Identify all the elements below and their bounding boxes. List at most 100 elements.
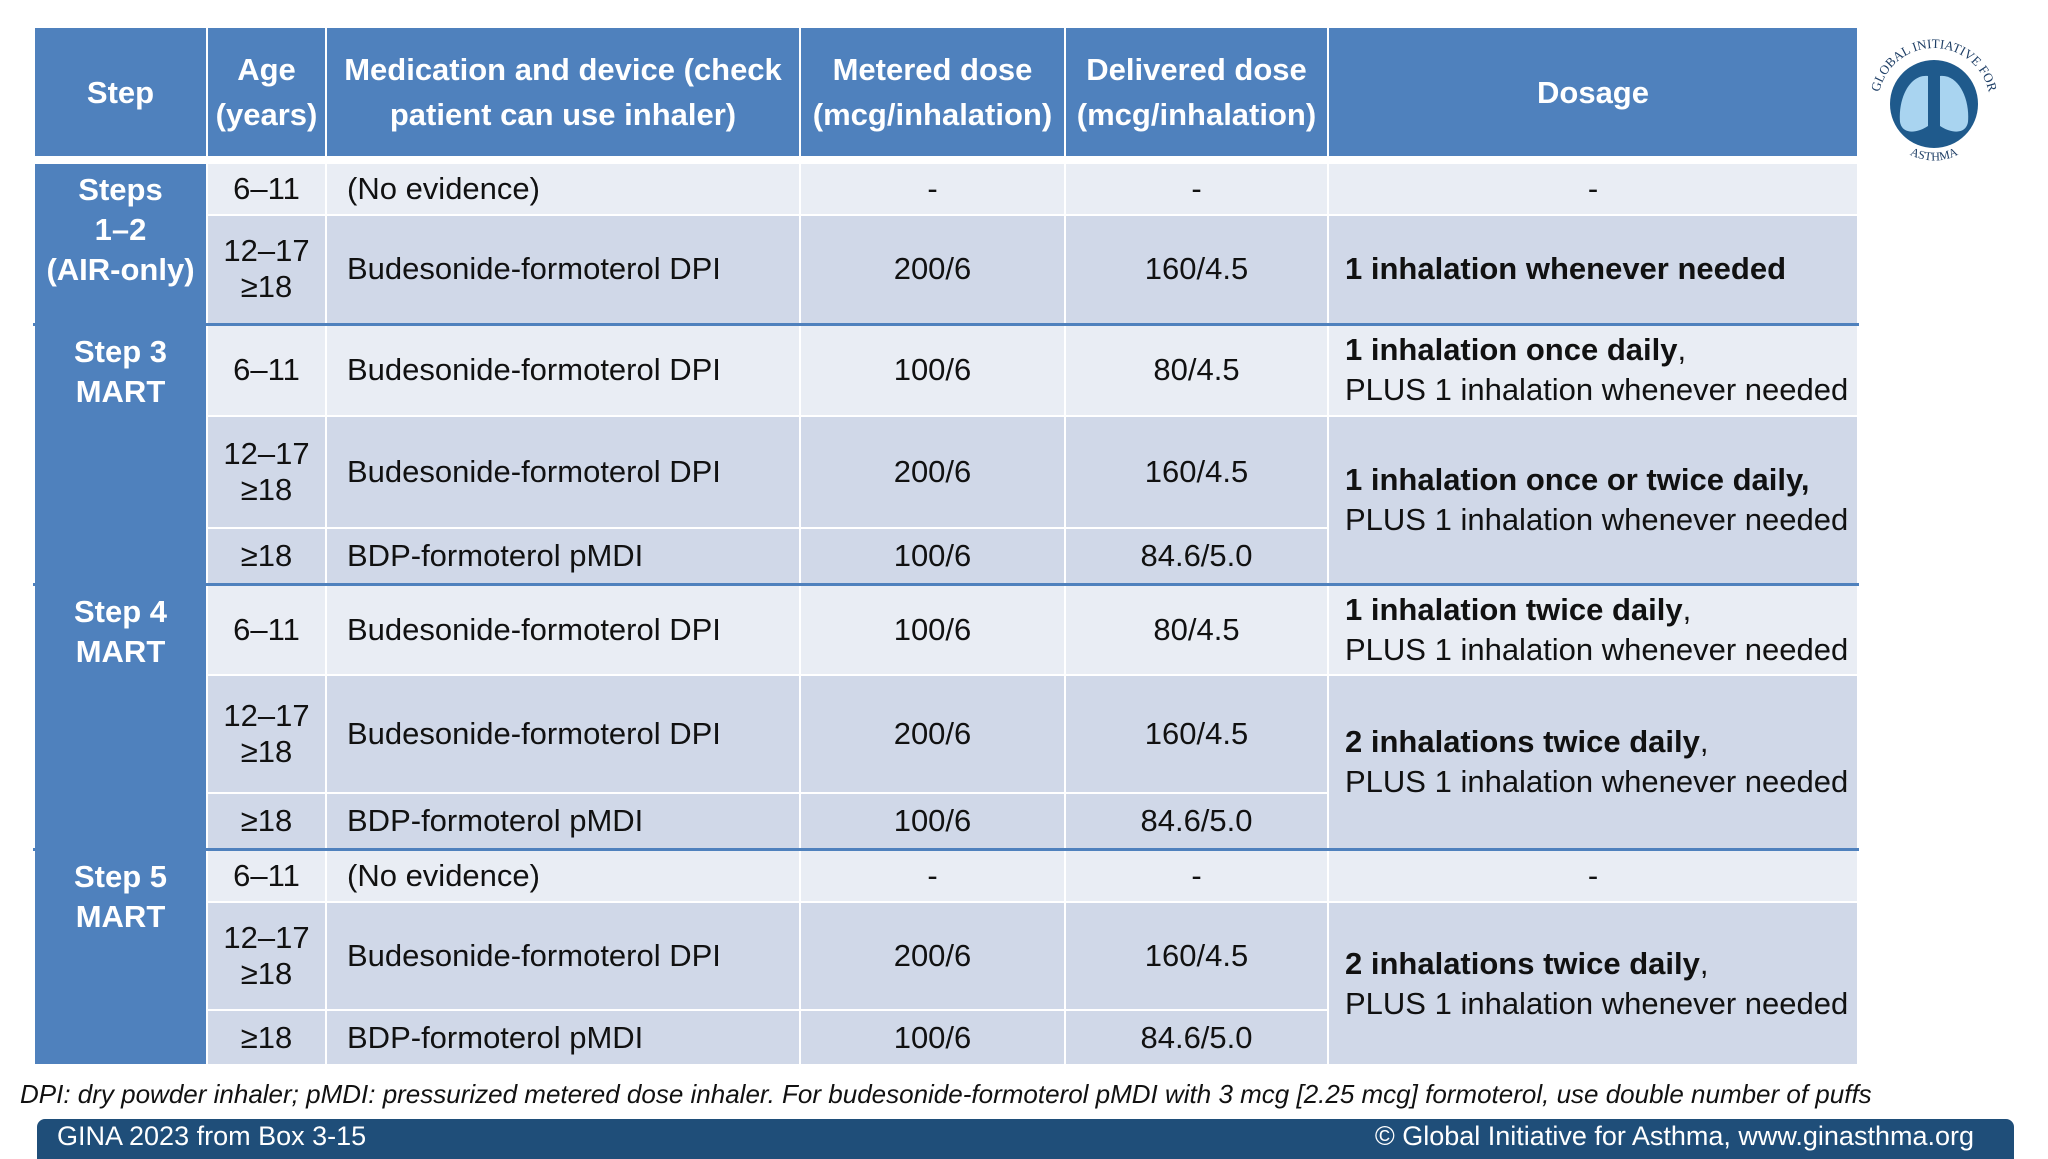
age-box: 6–11 [208,858,325,894]
header-cell: Metered dose (mcg/inhalation) [799,26,1066,164]
age-cell: ≥18 [206,1009,327,1066]
age-box: 6–11 [208,352,325,388]
header-cell: Step [33,26,208,164]
age-cell: 12–17 ≥18 [206,214,327,325]
table-row: ≥18 BDP-formoterol pMDI 100/6 84.6/5.0 [34,527,1858,585]
metered-dose-cell: 200/6 [799,674,1066,794]
delivered-dose-cell: - [1064,158,1329,216]
age-label: 12–17 [223,436,310,471]
age-cell: 12–17 ≥18 [206,901,327,1011]
step-label: 1–2 [94,212,147,247]
step-label: Steps [78,172,163,207]
delivered-dose-cell: 84.6/5.0 [1064,527,1329,585]
dosage-cell: 2 inhalations twice daily, PLUS 1 inhalat… [1327,901,1859,1066]
dosage-bold: 1 inhalation once or twice daily, [1345,461,1810,497]
dosage-bold: 2 inhalations twice daily [1345,723,1700,759]
delivered-dose-cell: 84.6/5.0 [1064,792,1329,850]
step-cell: Step 4 MART [33,582,208,850]
dosage-plus: PLUS 1 inhalation whenever needed [1345,631,1849,667]
step-label: (AIR-only) [46,252,195,287]
logo: GLOBAL INITIATIVE FOR ASTHMA [1868,36,2001,164]
table-row: 12–17 ≥18 Budesonide-formoterol DPI 200/6 16… [34,674,1859,850]
header-row: Step Age (years) Medication and device (… [33,26,1859,164]
delivered-dose-cell: 84.6/5.0 [1064,1009,1329,1066]
table-row: Step 4 MART 6–11 Budesonide-formoterol DPI 1… [33,582,1859,850]
dosage-cell: - [1327,158,1859,216]
age-label: 6–11 [233,611,300,647]
footer: GINA 2023 from Box 3-15 © Global Initiat… [37,1119,2014,1159]
dosage-bold: 2 inhalations twice daily [1345,945,1700,981]
dosage-plus: PLUS 1 inhalation whenever needed [1345,985,1849,1021]
table-row: ≥18 BDP-formoterol pMDI 100/6 84.6/5.0 [34,1009,1858,1066]
delivered-dose-cell: 160/4.5 [1064,214,1329,325]
age-label: ≥18 [240,956,293,991]
metered-dose-cell: - [799,847,1066,903]
age-cell: ≥18 [206,527,327,585]
dosage-bold: 1 inhalation whenever needed [1345,251,1787,287]
delivered-dose-cell: 160/4.5 [1064,415,1329,529]
footer-copyright: © Global Initiative for Asthma, www.gina… [1374,1121,1974,1151]
dosage-bold: 1 inhalation twice daily [1345,591,1683,627]
age-cell: 6–11 [206,582,327,676]
step-label: Step 3 [73,333,168,369]
logo-text: ASTHMA [1908,144,1960,163]
table-row: Steps 1–2 (AIR-only) 6–11 (No evidence) - - - [33,158,1859,325]
age-label: ≥18 [240,472,293,507]
dosage-separator: , [1677,332,1687,368]
medication-cell: Budesonide-formoterol DPI [325,415,801,529]
age-cell: 12–17 ≥18 [206,674,327,794]
age-box: ≥18 [208,803,325,839]
header-cell: Age (years) [206,26,327,164]
dosage-plus: PLUS 1 inhalation whenever needed [1345,372,1849,408]
dosage-cell: - [1327,847,1859,903]
age-box: 6–11 [208,171,325,207]
footnote: DPI: dry powder inhaler; pMDI: pressuriz… [20,1079,1872,1109]
step-cell: Step 5 MART [33,847,208,1066]
step-label: MART [75,373,166,409]
dosage-cell: 1 inhalation once daily, PLUS 1 inhalatio… [1327,322,1859,417]
delivered-dose-cell: - [1064,847,1329,903]
step-cell: Step 3 MART [33,322,208,585]
age-label: 6–11 [233,352,300,388]
medication-cell: BDP-formoterol pMDI [325,792,801,850]
age-box: 12–17 ≥18 [208,920,325,992]
age-box: 12–17 ≥18 [208,233,325,305]
medication-cell: Budesonide-formoterol DPI [325,901,801,1011]
medication-cell: (No evidence) [325,847,801,903]
metered-dose-cell: 200/6 [799,901,1066,1011]
age-label: 12–17 [223,233,310,269]
age-cell: 6–11 [206,158,327,216]
step-label: MART [75,898,166,934]
age-box: ≥18 [208,538,325,574]
dosage-separator: , [1699,945,1709,981]
age-label: 12–17 [223,698,310,733]
metered-dose-cell: 100/6 [799,792,1066,850]
table-body: Steps 1–2 (AIR-only) 6–11 (No evidence) - - -12… [33,158,1859,1066]
delivered-dose-cell: 160/4.5 [1064,901,1329,1011]
age-box: 12–17 ≥18 [208,436,325,508]
step-cell: Steps 1–2 (AIR-only) [33,158,208,325]
dosage-cell: 2 inhalations twice daily, PLUS 1 inhalat… [1327,674,1859,850]
age-label: 6–11 [233,171,300,206]
header-cell: Medication and device (check patient can… [325,26,801,164]
age-label: 12–17 [223,920,310,955]
metered-dose-cell: 200/6 [799,214,1066,325]
age-box: 6–11 [208,612,325,648]
dosage-plus: PLUS 1 inhalation whenever needed [1345,501,1849,537]
delivered-dose-cell: 80/4.5 [1064,322,1329,417]
age-box: 12–17 ≥18 [208,698,325,770]
table-row: 12–17 ≥18 Budesonide-formoterol DPI 200/6 16… [34,901,1859,1066]
step-label: Step 5 [73,858,168,894]
step-label: MART [75,633,166,669]
dosage-table: Step Age (years) Medication and device (… [33,26,1859,1066]
age-label: ≥18 [240,734,293,769]
table-row: 12–17 ≥18 Budesonide-formoterol DPI 200/6 16… [34,214,1859,325]
logo-lung [1940,75,1969,132]
age-cell: ≥18 [206,792,327,850]
medication-cell: Budesonide-formoterol DPI [325,582,801,676]
header-cell: Delivered dose (mcg/inhalation) [1064,26,1329,164]
medication-cell: BDP-formoterol pMDI [325,527,801,585]
table-row: ≥18 BDP-formoterol pMDI 100/6 84.6/5.0 [34,792,1858,850]
dosage-cell: 1 inhalation whenever needed [1327,214,1859,325]
